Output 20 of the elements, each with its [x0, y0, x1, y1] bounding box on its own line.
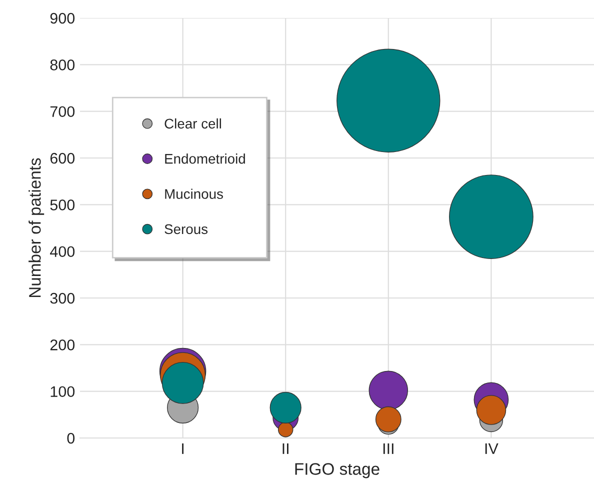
y-tick-label: 600: [50, 152, 75, 164]
y-tick-label: 0: [67, 432, 75, 444]
y-tick-label: 400: [50, 246, 75, 258]
y-tick-label: 500: [50, 200, 75, 210]
y-tick-label: 200: [50, 340, 75, 350]
y-tick-label: 800: [50, 60, 75, 70]
y-axis-title: Number of patients: [28, 158, 44, 298]
x-tick-label: IV: [485, 443, 498, 454]
y-tick-label: 300: [50, 292, 75, 304]
legend-label: Serous: [164, 224, 208, 234]
y-tick-label: 900: [50, 12, 75, 24]
x-tick-label: II: [282, 443, 288, 454]
legend-label: Mucinous: [165, 188, 223, 199]
x-tick-label: I: [182, 443, 184, 454]
x-axis-title: FIGO stage: [295, 463, 380, 478]
legend-label: Clear cell: [164, 118, 221, 129]
y-tick-label: 700: [50, 106, 75, 118]
legend-label: Endometrioid: [165, 154, 245, 164]
y-tick-label: 100: [50, 386, 75, 398]
x-tick-label: III: [383, 443, 394, 454]
